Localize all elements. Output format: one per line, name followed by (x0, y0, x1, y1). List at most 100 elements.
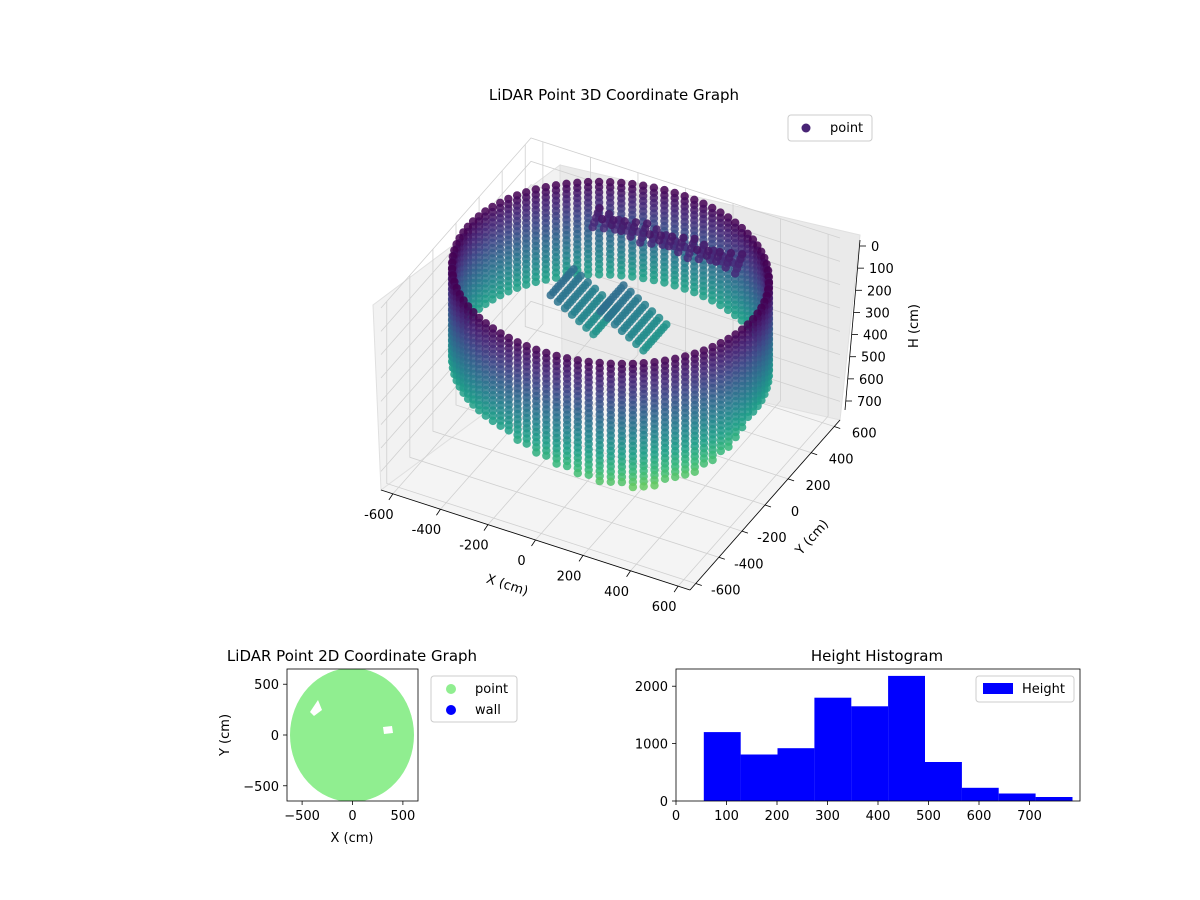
point-3d (603, 313, 612, 322)
x-axis-label-3d: X (cm) (484, 572, 530, 600)
x-tick-3d (388, 493, 394, 501)
legend-3d-label: point (830, 121, 863, 136)
point-3d (702, 251, 711, 260)
point-3d (699, 459, 709, 468)
ticks-3d: -600 -400 -200 0 200 400 600 -600 -400 -200 0 200 40… (364, 240, 894, 615)
point-3d (496, 421, 505, 430)
x-tick-label-2d: 0 (348, 809, 356, 824)
x-tick-3d (673, 585, 679, 593)
x-tick-3d (483, 524, 489, 531)
chart-2d: LiDAR Point 2D Coordinate Graph −500 0 500… (218, 647, 518, 846)
legend-2d-point-marker (446, 684, 456, 694)
y-tick-label-2d: 500 (254, 678, 279, 693)
x-tick-label-3d: -400 (412, 523, 442, 538)
point-3d (582, 323, 591, 332)
point-cloud-disc (290, 669, 414, 801)
point-3d (664, 242, 673, 251)
z-tick-label-3d: 700 (857, 395, 882, 410)
point-3d (567, 310, 577, 319)
point-3d (606, 477, 615, 486)
point-3d (674, 247, 683, 257)
point-3d (599, 224, 609, 233)
grid-line-y (432, 249, 743, 532)
histogram-title: Height Histogram (811, 647, 943, 665)
point-3d (617, 326, 627, 336)
point-3d (488, 295, 497, 304)
chart-histogram: Height Histogram 0 100 200 300 400 500 600 7000… (635, 647, 1081, 824)
point-3d (716, 446, 725, 456)
y-tick-label-hist: 2000 (635, 680, 668, 695)
point-3d (628, 272, 637, 281)
point-3d (660, 278, 669, 287)
point-3d (731, 432, 740, 442)
grid-line-x (630, 218, 781, 572)
point-3d (583, 270, 593, 279)
z-axis-line (844, 239, 861, 411)
z-tick-label-3d: 600 (859, 373, 884, 388)
histogram-bar (888, 675, 925, 801)
z-tick-label-3d: 200 (867, 284, 892, 299)
gap-right (383, 726, 393, 734)
point-3d (475, 406, 484, 415)
point-3d (639, 273, 648, 283)
y-tick-label-3d: 0 (791, 505, 799, 520)
grid-line-y (386, 301, 696, 584)
y-tick-label-3d: 600 (852, 427, 877, 442)
histogram-bar (998, 793, 1036, 801)
x-tick-label-hist: 300 (815, 809, 840, 824)
histogram-bar (961, 787, 999, 801)
z-tick-label-3d: 500 (861, 351, 886, 366)
point-3d (496, 291, 505, 300)
y-tick-label-2d: 0 (271, 729, 279, 744)
point-3d (512, 283, 522, 292)
point-3d (632, 339, 641, 349)
x-tick-label-hist: 100 (714, 809, 739, 824)
grid-line-x (677, 234, 829, 587)
point-3d (606, 270, 615, 279)
x-tick-label-hist: 700 (1017, 809, 1042, 824)
z-tick-label-3d: 0 (871, 240, 879, 255)
point-3d (546, 291, 555, 300)
legend-3d-box (787, 114, 873, 142)
point-3d (589, 330, 598, 339)
point-3d (541, 275, 550, 284)
point-3d (712, 257, 721, 266)
point-3d (532, 448, 541, 457)
y-tick-3d (695, 583, 702, 586)
point-3d (522, 439, 531, 448)
point-3d (699, 291, 708, 301)
point-3d (625, 333, 634, 342)
legend-3d-marker (801, 123, 811, 133)
legend-hist-label: Height (1022, 682, 1065, 697)
point-3d (553, 297, 563, 306)
point-3d (616, 226, 626, 236)
x-tick-label-3d: 200 (557, 569, 582, 584)
point-3d (560, 304, 570, 313)
histogram-bar (777, 748, 815, 801)
point-3d (645, 230, 654, 239)
x-tick-label-hist: 400 (866, 809, 891, 824)
histogram-bar (740, 754, 778, 801)
point-3d (588, 223, 597, 232)
gap-left (310, 700, 322, 716)
x-tick-3d (578, 555, 584, 562)
point-3d (690, 288, 699, 297)
x-tick-label-2d: 500 (390, 809, 415, 824)
point-3d (680, 284, 689, 293)
ticks-2d: −500 0 500 −500 0 500 (243, 678, 415, 824)
point-3d (671, 472, 680, 482)
point-3d (610, 320, 620, 329)
histogram-bars (703, 675, 1073, 801)
z-tick-label-3d: 400 (863, 329, 888, 344)
point-3d (683, 253, 692, 263)
legend-hist-box (975, 675, 1075, 703)
point-3d (681, 470, 690, 479)
point-3d (731, 310, 740, 320)
point-3d (649, 275, 659, 285)
point-3d (504, 426, 513, 435)
grid-line-z (380, 137, 841, 309)
point-3d (743, 412, 753, 422)
point-3d (551, 273, 561, 282)
y-tick-3d (811, 452, 818, 456)
x-tick-label-3d: 600 (652, 600, 677, 615)
